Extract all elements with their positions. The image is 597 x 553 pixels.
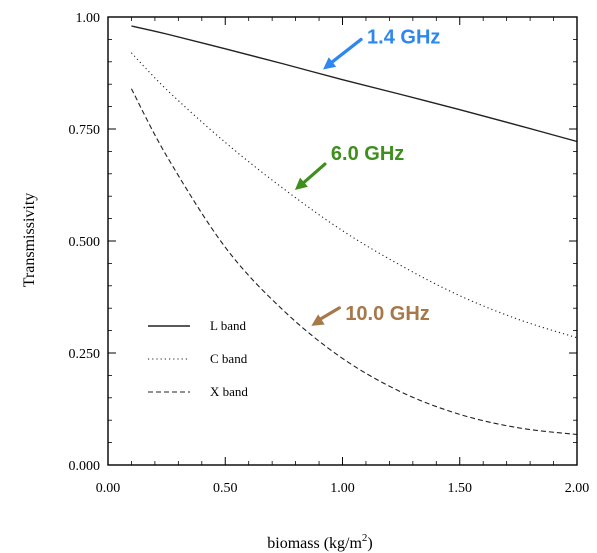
- y-tick-label: 0.500: [69, 235, 101, 250]
- annotation-label: 6.0 GHz: [331, 143, 404, 165]
- series-line-c-band: [131, 52, 578, 339]
- legend: L band C band X band: [148, 318, 248, 399]
- x-axis-label: biomass (kg/m2): [267, 532, 373, 552]
- series-line-l-band: [131, 25, 578, 143]
- x-axis-label-tail: ): [367, 535, 372, 552]
- x-axis-label-sup: 2: [362, 532, 368, 544]
- legend-label: X band: [210, 384, 248, 399]
- x-tick-label: 2.00: [565, 481, 590, 496]
- y-axis-label: Transmissivity: [21, 193, 38, 288]
- annotation-arrow-shaft: [327, 37, 363, 67]
- y-tick-label: 1.00: [76, 11, 101, 26]
- series-line-x-band: [130, 88, 578, 436]
- annotation-arrow-head: [294, 177, 308, 191]
- x-axis-label-main: biomass (kg/m: [267, 535, 362, 552]
- x-tick-label: 1.50: [448, 481, 473, 496]
- plot-area: [130, 25, 578, 436]
- annotation-arrow-head: [311, 314, 325, 326]
- legend-label: C band: [210, 351, 248, 366]
- legend-label: L band: [210, 318, 246, 333]
- x-tick-label: 1.00: [330, 481, 355, 496]
- annotation-label: 10.0 GHz: [345, 303, 429, 325]
- axes: 0.00 0.50 1.00 1.50 2.00 0.000 0.250 0.500 0.750…: [69, 11, 590, 496]
- annotation-label: 1.4 GHz: [367, 26, 440, 48]
- x-tick-label: 0.00: [96, 481, 121, 496]
- annotation-arrow-shaft: [299, 162, 327, 187]
- plot-frame: [107, 16, 578, 466]
- y-tick-label: 0.750: [69, 123, 101, 138]
- annotations: 1.4 GHz 6.0 GHz 10.0 GHz: [294, 26, 440, 326]
- y-tick-label: 0.000: [69, 459, 101, 474]
- x-tick-label: 0.50: [213, 481, 238, 496]
- y-tick-label: 0.250: [69, 347, 101, 362]
- annotation-arrow-shaft: [315, 306, 341, 323]
- annotation-arrow-head: [323, 57, 337, 70]
